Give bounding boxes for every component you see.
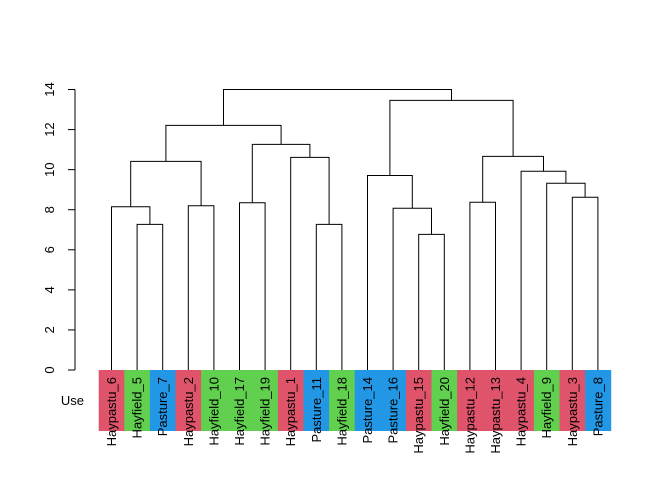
color-cell bbox=[457, 370, 484, 431]
leaf-label: Hayfield_17 bbox=[232, 377, 247, 446]
branch bbox=[239, 202, 266, 370]
color-band bbox=[98, 370, 612, 431]
color-cell bbox=[175, 370, 202, 431]
color-cell bbox=[508, 370, 535, 431]
leaf-label: Haypastu_4 bbox=[514, 377, 529, 446]
color-cell bbox=[559, 370, 586, 431]
leaf-label: Haypastu_12 bbox=[462, 377, 477, 454]
color-cell bbox=[124, 370, 151, 431]
branch bbox=[130, 160, 202, 207]
leaf-label: Haypastu_3 bbox=[565, 377, 580, 446]
y-tick-label: 6 bbox=[42, 246, 57, 253]
branch bbox=[111, 206, 151, 370]
leaf-label: Pasture_11 bbox=[309, 377, 324, 443]
leaf-label: Haypastu_6 bbox=[104, 377, 119, 446]
branch bbox=[290, 156, 330, 370]
leaf-label: Haypastu_13 bbox=[488, 377, 503, 454]
leaf-label: Haypastu_2 bbox=[181, 377, 196, 446]
leaf-label: Pasture_8 bbox=[590, 377, 605, 436]
color-cell bbox=[226, 370, 253, 431]
color-cell bbox=[329, 370, 356, 431]
color-cell bbox=[303, 370, 330, 431]
y-tick-label: 8 bbox=[42, 206, 57, 213]
leaf-label: Hayfield_5 bbox=[130, 377, 145, 438]
leaf-label: Haypastu_1 bbox=[283, 377, 298, 446]
branch bbox=[482, 155, 544, 203]
y-tick-label: 12 bbox=[42, 122, 57, 136]
color-cell bbox=[201, 370, 228, 431]
color-cell bbox=[405, 370, 432, 431]
colorbar-label: Use bbox=[61, 393, 84, 408]
color-cell bbox=[585, 370, 612, 431]
color-cell bbox=[277, 370, 304, 431]
branch bbox=[418, 233, 445, 370]
branch bbox=[469, 201, 496, 370]
leaf-label: Hayfield_9 bbox=[539, 377, 554, 438]
leaf-label: Hayfield_10 bbox=[206, 377, 221, 446]
color-cell bbox=[482, 370, 509, 431]
y-tick-label: 14 bbox=[42, 82, 57, 96]
leaf-labels: Haypastu_6 Hayfield_5 Pasture_7 Haypastu_2 H… bbox=[104, 377, 605, 454]
color-cell bbox=[98, 370, 125, 431]
y-tick-label: 10 bbox=[42, 162, 57, 176]
leaf-label: Pasture_16 bbox=[386, 377, 401, 444]
branch bbox=[392, 207, 432, 370]
y-tick-label: 0 bbox=[42, 366, 57, 373]
color-cell bbox=[354, 370, 381, 431]
y-tick-label: 4 bbox=[42, 286, 57, 293]
dendrogram-branches bbox=[111, 89, 599, 370]
branch bbox=[136, 223, 164, 370]
color-cell bbox=[252, 370, 279, 431]
y-axis: 0 2 4 6 8 10 12 14 bbox=[42, 82, 76, 374]
leaf-label: Hayfield_18 bbox=[334, 377, 349, 446]
branch bbox=[546, 182, 586, 370]
leaf-label: Hayfield_20 bbox=[437, 377, 452, 446]
color-cell bbox=[380, 370, 407, 431]
y-tick-label: 2 bbox=[42, 326, 57, 333]
color-cell bbox=[533, 370, 560, 431]
branch bbox=[165, 124, 282, 162]
leaf-label: Pasture_7 bbox=[155, 377, 170, 436]
branch bbox=[223, 89, 452, 126]
branch bbox=[520, 170, 567, 370]
branch bbox=[251, 143, 311, 203]
branch bbox=[367, 174, 413, 370]
leaf-label: Haypastu_15 bbox=[411, 377, 426, 454]
branch bbox=[389, 99, 514, 176]
branch bbox=[315, 223, 343, 370]
color-cell bbox=[431, 370, 458, 431]
branch bbox=[187, 205, 215, 370]
leaf-label: Hayfield_19 bbox=[258, 377, 273, 446]
branch bbox=[571, 196, 599, 370]
leaf-label: Pasture_14 bbox=[360, 377, 375, 444]
color-cell bbox=[149, 370, 176, 431]
